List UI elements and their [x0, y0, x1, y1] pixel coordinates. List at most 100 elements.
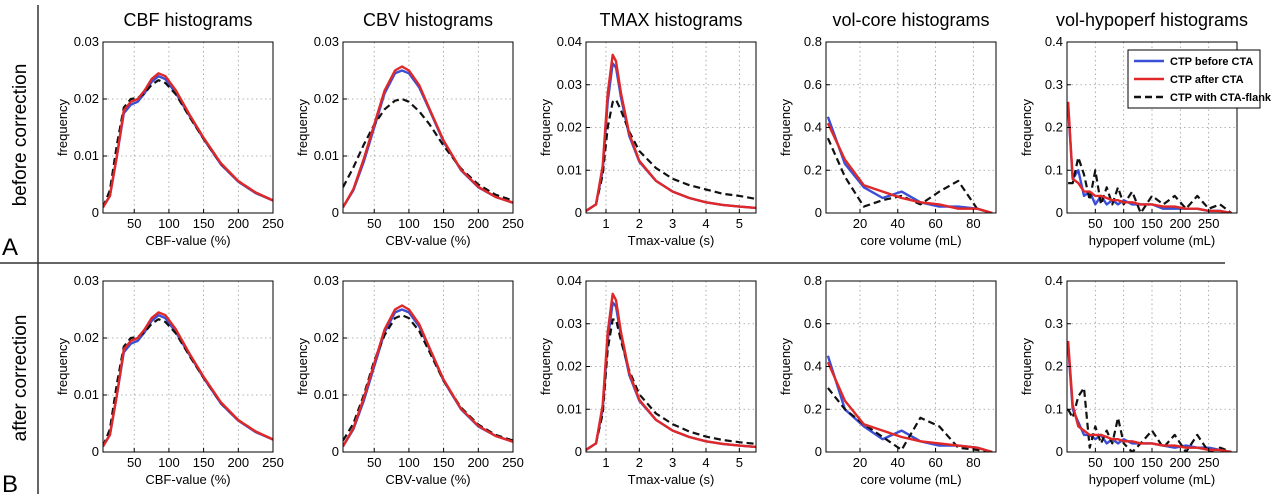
y-tick-label: 0.2 [1045, 120, 1063, 135]
y-tick-label: 0.3 [1045, 316, 1063, 331]
y-tick-label: 0.01 [314, 387, 339, 402]
row-b-letter: B [2, 471, 18, 498]
x-tick-label: 40 [891, 216, 905, 231]
x-tick-label: 250 [262, 216, 284, 231]
chart-title: CBF histograms [123, 10, 252, 30]
y-tick-label: 0.03 [557, 77, 582, 92]
series-line-ctp-after-cta [343, 65, 513, 208]
chart-panel-9: 20 40 60 80 0 0.2 0.4 0.6 0.8 core volume (mL) fre… [778, 273, 997, 487]
x-tick-label: 150 [193, 216, 215, 231]
x-tick-label: 100 [1113, 216, 1135, 231]
y-tick-label: 0.03 [74, 34, 99, 49]
series-line-ctp-with-cta-flank [827, 387, 993, 452]
y-tick-label: 0.02 [314, 330, 339, 345]
y-axis-label: frequency [778, 337, 793, 395]
chart-title: vol-hypoperf histograms [1056, 10, 1248, 30]
x-axis-label: CBV-value (%) [385, 233, 470, 248]
y-tick-label: 0.04 [557, 273, 582, 288]
series-line-ctp-with-cta-flank [586, 98, 756, 212]
x-axis-label: Tmax-value (s) [628, 233, 715, 248]
y-axis-label: frequency [538, 337, 553, 395]
y-tick-label: 0.8 [804, 34, 822, 49]
y-tick-label: 0.02 [557, 359, 582, 374]
x-tick-label: 50 [367, 455, 381, 470]
x-tick-label: 150 [193, 455, 215, 470]
y-tick-label: 0.04 [557, 34, 582, 49]
chart-panel-7: 50 100 150 200 250 0 0.01 0.02 0.03 CBV-value (%)… [295, 273, 524, 487]
x-tick-label: 100 [398, 455, 420, 470]
y-tick-label: 0 [92, 205, 99, 220]
x-tick-label: 80 [966, 216, 980, 231]
x-tick-label: 50 [1088, 216, 1102, 231]
y-tick-label: 0.01 [314, 148, 339, 163]
x-axis-label: Tmax-value (s) [628, 472, 715, 487]
x-tick-label: 200 [467, 216, 489, 231]
x-tick-label: 200 [467, 455, 489, 470]
y-tick-label: 0.4 [1045, 34, 1063, 49]
y-tick-label: 0.03 [314, 34, 339, 49]
x-tick-label: 5 [736, 216, 743, 231]
y-axis-label: frequency [295, 98, 310, 156]
x-axis-label: CBF-value (%) [145, 233, 230, 248]
y-tick-label: 0.4 [804, 120, 822, 135]
x-tick-label: 1 [602, 216, 609, 231]
x-tick-label: 20 [853, 455, 867, 470]
x-tick-label: 4 [702, 216, 709, 231]
y-tick-label: 0 [332, 205, 339, 220]
x-tick-label: 60 [928, 455, 942, 470]
y-tick-label: 0.2 [804, 162, 822, 177]
x-tick-label: 1 [602, 455, 609, 470]
row-a-label: before correction [10, 64, 31, 207]
y-tick-label: 0.2 [804, 401, 822, 416]
chart-panel-10: 50 100 150 200 250 0 0.1 0.2 0.3 0.4 hypoperf volu… [1019, 273, 1238, 487]
y-tick-label: 0 [815, 205, 822, 220]
chart-panel-1: 50 100 150 200 250 0 0.01 0.02 0.03 CBF-value (%)… [55, 10, 284, 248]
y-tick-label: 0.03 [74, 273, 99, 288]
x-tick-label: 150 [1141, 455, 1163, 470]
series-line-ctp-after-cta [586, 292, 756, 451]
x-tick-label: 20 [853, 216, 867, 231]
y-tick-label: 0.02 [314, 91, 339, 106]
y-tick-label: 0.1 [1045, 162, 1063, 177]
y-axis-label: frequency [55, 98, 70, 156]
x-tick-label: 150 [433, 216, 455, 231]
legend: CTP before CTA CTP after CTA CTP with CT… [1127, 49, 1272, 109]
x-tick-label: 100 [1113, 455, 1135, 470]
series-line-ctp-after-cta [1067, 101, 1232, 213]
series-line-ctp-with-cta-flank [1067, 386, 1232, 452]
x-tick-label: 250 [1198, 455, 1220, 470]
x-tick-label: 2 [636, 455, 643, 470]
y-tick-label: 0.4 [804, 359, 822, 374]
x-tick-label: 40 [891, 455, 905, 470]
axes-box [342, 280, 514, 453]
x-tick-label: 200 [227, 216, 249, 231]
x-tick-label: 150 [1141, 216, 1163, 231]
y-tick-label: 0.3 [1045, 77, 1063, 92]
chart-panel-4: 20 40 60 80 0 0.2 0.4 0.6 0.8 core volume (mL) fre… [778, 10, 997, 248]
y-tick-label: 0.03 [557, 316, 582, 331]
y-tick-label: 0.1 [1045, 401, 1063, 416]
x-tick-label: 250 [1198, 216, 1220, 231]
y-axis-label: frequency [1019, 98, 1034, 156]
y-tick-label: 0 [575, 205, 582, 220]
chart-panel-3: 1 2 3 4 5 0 0.01 0.02 0.03 0.04 Tmax-value (s) freq… [538, 10, 757, 248]
x-axis-label: CBV-value (%) [385, 472, 470, 487]
chart-title: vol-core histograms [832, 10, 989, 30]
x-tick-label: 3 [669, 455, 676, 470]
series-line-ctp-with-cta-flank [1068, 156, 1232, 213]
series-line-ctp-after-cta [586, 53, 756, 212]
x-tick-label: 50 [127, 216, 141, 231]
series-line-ctp-after-cta [1067, 340, 1232, 452]
x-tick-label: 200 [227, 455, 249, 470]
y-tick-label: 0.6 [804, 77, 822, 92]
legend-label-before: CTP before CTA [1170, 56, 1253, 68]
y-axis-label: frequency [778, 98, 793, 156]
x-tick-label: 250 [502, 455, 524, 470]
y-tick-label: 0.01 [557, 401, 582, 416]
x-tick-label: 2 [636, 216, 643, 231]
y-axis-label: frequency [55, 337, 70, 395]
series-line-ctp-with-cta-flank [343, 97, 513, 202]
y-tick-label: 0 [575, 444, 582, 459]
chart-panel-8: 1 2 3 4 5 0 0.01 0.02 0.03 0.04 Tmax-value (s) freq… [538, 273, 757, 487]
